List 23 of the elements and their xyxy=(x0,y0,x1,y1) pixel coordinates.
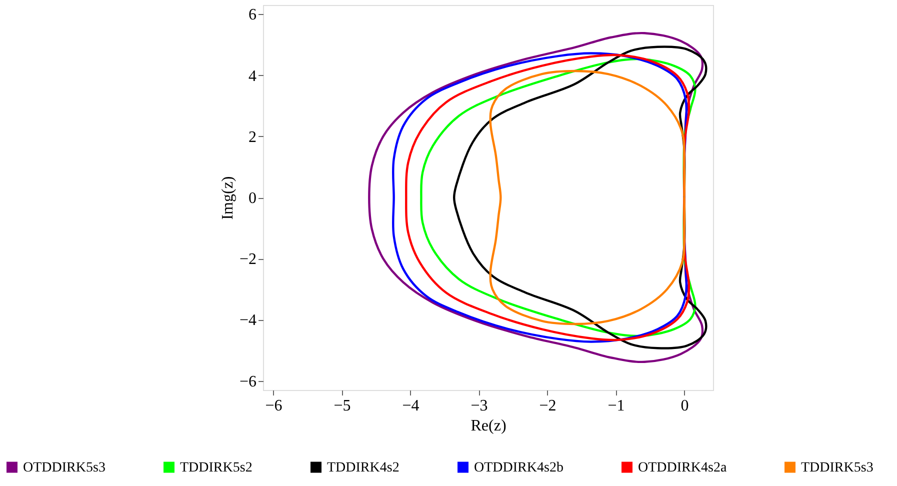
x-tick-label: −1 xyxy=(608,398,625,414)
legend-label: TDDIRK4s2 xyxy=(327,460,400,476)
y-tick-label: 2 xyxy=(248,128,256,146)
legend-label: TDDIRK5s2 xyxy=(180,460,252,476)
y-tick-label: 4 xyxy=(248,68,256,85)
x-tick-label: −4 xyxy=(402,398,420,414)
y-tick-label: 0 xyxy=(248,190,256,207)
x-axis-title: Re(z) xyxy=(470,418,506,434)
legend-label: OTDDIRK5s3 xyxy=(23,460,106,476)
legend-label: OTDDIRK4s2b xyxy=(474,460,564,476)
line-series xyxy=(489,70,686,326)
y-axis-title: Img(z) xyxy=(219,176,236,220)
y-tick-label: −4 xyxy=(239,312,256,330)
y-tick-label: 6 xyxy=(248,6,256,24)
x-tick-label: −2 xyxy=(539,398,556,414)
y-tick-label: −6 xyxy=(239,373,256,390)
x-tick-label: −6 xyxy=(265,398,282,414)
legend-label: TDDIRK5s3 xyxy=(801,460,874,476)
x-tick-label: −3 xyxy=(470,398,488,414)
x-tick-label: 0 xyxy=(680,398,689,414)
y-tick-label: −2 xyxy=(239,251,256,268)
x-tick-label: −5 xyxy=(334,398,351,414)
legend-label: OTDDIRK4s2a xyxy=(638,460,728,476)
